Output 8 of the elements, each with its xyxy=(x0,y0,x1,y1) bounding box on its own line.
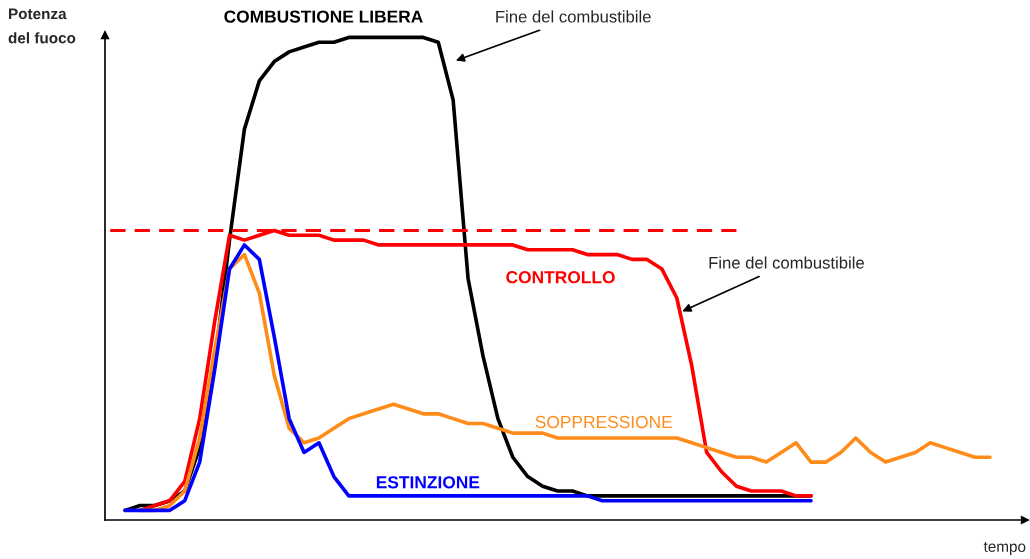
text: Fine del combustibile xyxy=(496,10,651,23)
y-axis-title: Potenza del fuoco xyxy=(8,8,76,44)
series-label: CONTROLLO xyxy=(506,271,615,284)
series-label: ESTINZIONE xyxy=(376,476,480,489)
series-label: COMBUSTIONE LIBERA xyxy=(224,10,423,23)
series-label: SOPPRESSIONE xyxy=(535,415,672,429)
x-axis-title: tempo xyxy=(983,541,1026,555)
annotation: Fine del combustibile xyxy=(709,256,864,269)
